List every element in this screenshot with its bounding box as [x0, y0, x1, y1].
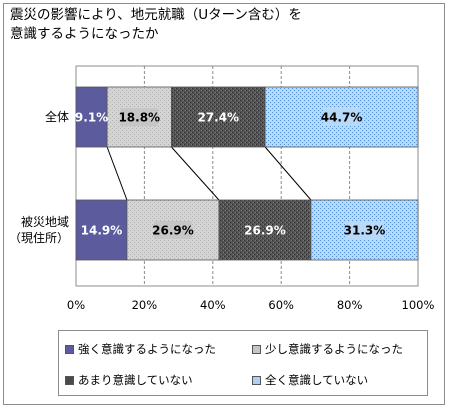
- bar-strong-1: [75, 199, 128, 261]
- data-label-strong: 14.9%: [81, 224, 123, 238]
- x-tick-label: 40%: [200, 298, 226, 312]
- label-bg: [322, 108, 361, 126]
- data-label-little: 18.8%: [118, 111, 160, 125]
- legend-item-strong: 強く意識するようになった: [65, 342, 216, 356]
- bar-not-much-1: [218, 199, 312, 261]
- legend-swatch-not-much: [65, 376, 74, 385]
- connector-line: [106, 146, 128, 201]
- bar-not-much-0: [171, 86, 266, 148]
- legend-item-little: 少し意識するようになった: [252, 342, 403, 356]
- legend-item-not-at-all: 全く意識していない: [252, 373, 368, 387]
- label-bg: [345, 221, 384, 239]
- legend-label-not-much: あまり意識していない: [78, 373, 193, 387]
- legend-label-not-at-all: 全く意識していない: [265, 373, 369, 387]
- data-label-not-much: 26.9%: [244, 224, 286, 238]
- legend-swatch-strong: [65, 345, 74, 354]
- x-tick-label: 100%: [402, 298, 435, 312]
- label-bg: [154, 221, 192, 239]
- legend-label-strong: 強く意識するようになった: [78, 342, 216, 356]
- x-tick-label: 80%: [337, 298, 363, 312]
- x-tick-label: 20%: [132, 298, 158, 312]
- category-label: 全体: [45, 109, 69, 124]
- data-label-not-much: 27.4%: [197, 111, 239, 125]
- legend: 強く意識するようになった 少し意識するようになった あまり意識していない 全く意…: [58, 330, 428, 396]
- data-label-not-at-all: 31.3%: [344, 224, 386, 238]
- legend-label-little: 少し意識するようになった: [265, 342, 403, 356]
- data-label-not-at-all: 44.7%: [321, 111, 363, 125]
- x-tick-label: 60%: [268, 298, 294, 312]
- plot-area: [75, 65, 419, 287]
- legend-swatch-not-at-all: [252, 376, 261, 385]
- label-bg: [120, 108, 159, 126]
- chart-title: 震災の影響により、地元就職（Uターン含む）を 意識するようになったか: [10, 7, 302, 42]
- legend-swatch-little: [252, 345, 261, 354]
- x-tick-label: 0%: [67, 298, 85, 312]
- connector-line: [171, 146, 220, 201]
- data-label-little: 26.9%: [152, 224, 194, 238]
- category-label: 被災地域（現住所）: [9, 215, 69, 245]
- data-label-strong: 9.1%: [75, 111, 108, 125]
- legend-item-not-much: あまり意識していない: [65, 373, 193, 387]
- connector-line: [264, 146, 312, 201]
